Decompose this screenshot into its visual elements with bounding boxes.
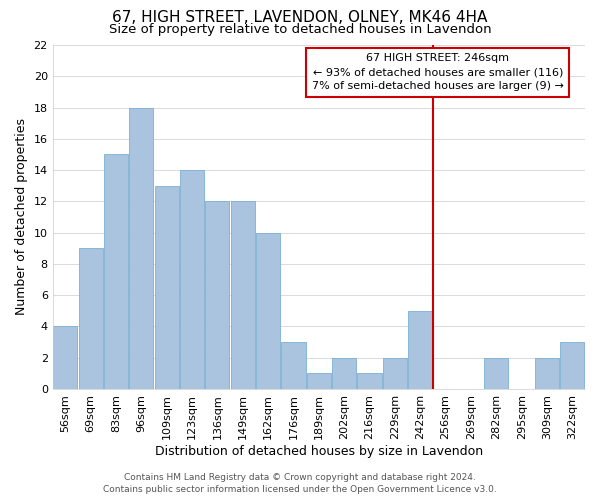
Text: Size of property relative to detached houses in Lavendon: Size of property relative to detached ho… <box>109 22 491 36</box>
Bar <box>358 374 382 389</box>
Bar <box>53 326 77 389</box>
Bar <box>383 358 407 389</box>
Text: 67 HIGH STREET: 246sqm
← 93% of detached houses are smaller (116)
7% of semi-det: 67 HIGH STREET: 246sqm ← 93% of detached… <box>312 54 564 92</box>
Bar <box>180 170 204 389</box>
Text: 67, HIGH STREET, LAVENDON, OLNEY, MK46 4HA: 67, HIGH STREET, LAVENDON, OLNEY, MK46 4… <box>112 10 488 25</box>
Bar <box>484 358 508 389</box>
Bar <box>104 154 128 389</box>
Bar <box>231 202 255 389</box>
Bar <box>408 311 432 389</box>
Bar <box>281 342 305 389</box>
Bar <box>79 248 103 389</box>
Bar <box>155 186 179 389</box>
Bar <box>307 374 331 389</box>
Y-axis label: Number of detached properties: Number of detached properties <box>15 118 28 316</box>
Bar <box>130 108 154 389</box>
X-axis label: Distribution of detached houses by size in Lavendon: Distribution of detached houses by size … <box>155 444 483 458</box>
Bar <box>535 358 559 389</box>
Bar <box>332 358 356 389</box>
Bar <box>256 232 280 389</box>
Bar <box>205 202 229 389</box>
Text: Contains HM Land Registry data © Crown copyright and database right 2024.
Contai: Contains HM Land Registry data © Crown c… <box>103 473 497 494</box>
Bar <box>560 342 584 389</box>
